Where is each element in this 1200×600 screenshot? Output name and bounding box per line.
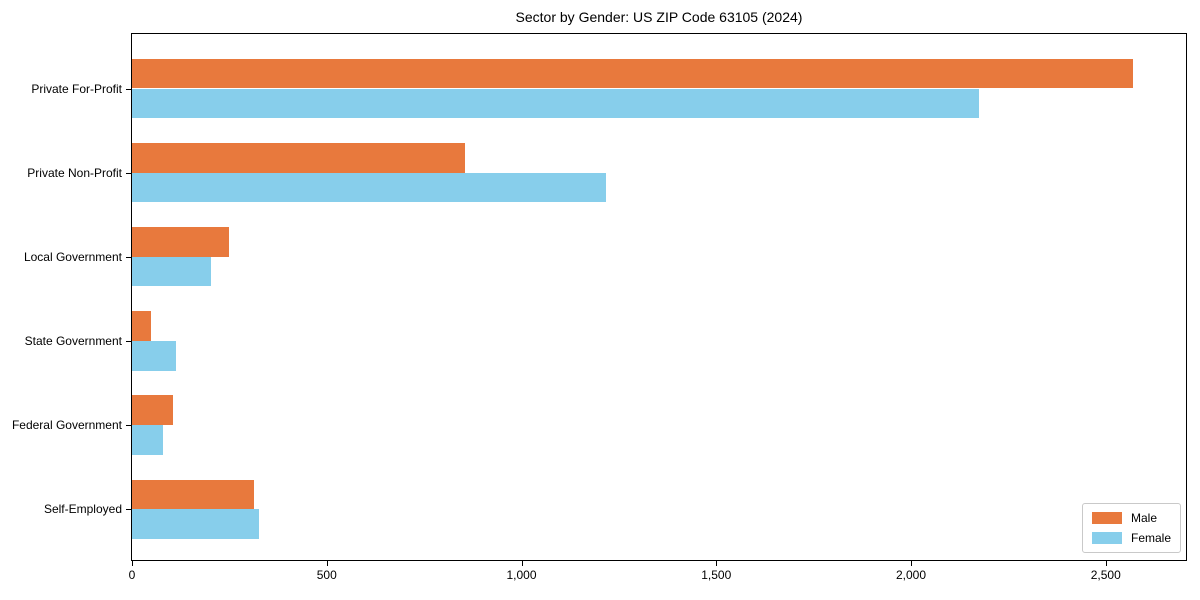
bar-female-private-for-profit [132, 88, 980, 119]
bar-female-federal-government [132, 425, 164, 455]
y-tick-mark [126, 256, 132, 258]
x-tick-label: 500 [316, 568, 337, 582]
legend-item-male: Male [1091, 511, 1171, 525]
x-tick-label: 2,500 [1090, 568, 1121, 582]
y-tick-mark [126, 88, 132, 90]
bar-male-private-for-profit [132, 58, 1134, 89]
bar-male-self-employed [132, 479, 254, 510]
x-tick-mark [132, 560, 133, 566]
y-tick-mark [126, 425, 132, 427]
y-tick-label-self-employed: Self-Employed [43, 502, 122, 517]
legend-label-female: Female [1130, 531, 1171, 545]
legend: Male Female [1081, 503, 1181, 553]
legend-label-male: Male [1130, 511, 1157, 525]
x-tick-label: 2,000 [895, 568, 927, 582]
bar-female-state-government [132, 340, 177, 371]
chart-title: Sector by Gender: US ZIP Code 63105 (202… [515, 9, 803, 25]
x-tick-mark [716, 560, 718, 566]
y-tick-label-local-government: Local Government [23, 249, 122, 264]
y-tick-label-private-for-profit: Private For-Profit [31, 81, 122, 96]
legend-swatch-female [1091, 532, 1122, 544]
y-tick-mark [126, 340, 132, 342]
x-tick-mark [911, 560, 912, 566]
bar-male-state-government [132, 311, 152, 341]
x-tick-mark [1105, 560, 1107, 566]
bar-male-federal-government [132, 395, 174, 426]
y-tick-label-private-non-profit: Private Non-Profit [27, 165, 122, 180]
x-tick-label: 1,500 [701, 568, 732, 582]
y-tick-mark [126, 172, 132, 174]
x-tick-mark [521, 560, 523, 566]
legend-swatch-male [1091, 512, 1122, 524]
y-tick-mark [126, 509, 132, 511]
x-tick-mark [326, 560, 328, 566]
y-tick-label-state-government: State Government [24, 333, 122, 348]
bar-male-private-non-profit [132, 142, 466, 173]
y-tick-label-federal-government: Federal Government [11, 418, 122, 433]
plot-area: Private For-Profit Private Non-Profit Loca… [12, 33, 1187, 582]
bar-female-private-non-profit [132, 172, 607, 203]
x-tick-label: 0 [128, 568, 136, 582]
x-tick-label: 1,000 [506, 568, 537, 582]
legend-item-female: Female [1091, 531, 1171, 545]
bar-female-local-government [132, 256, 212, 287]
bar-female-self-employed [132, 509, 259, 539]
bar-male-local-government [132, 227, 230, 257]
